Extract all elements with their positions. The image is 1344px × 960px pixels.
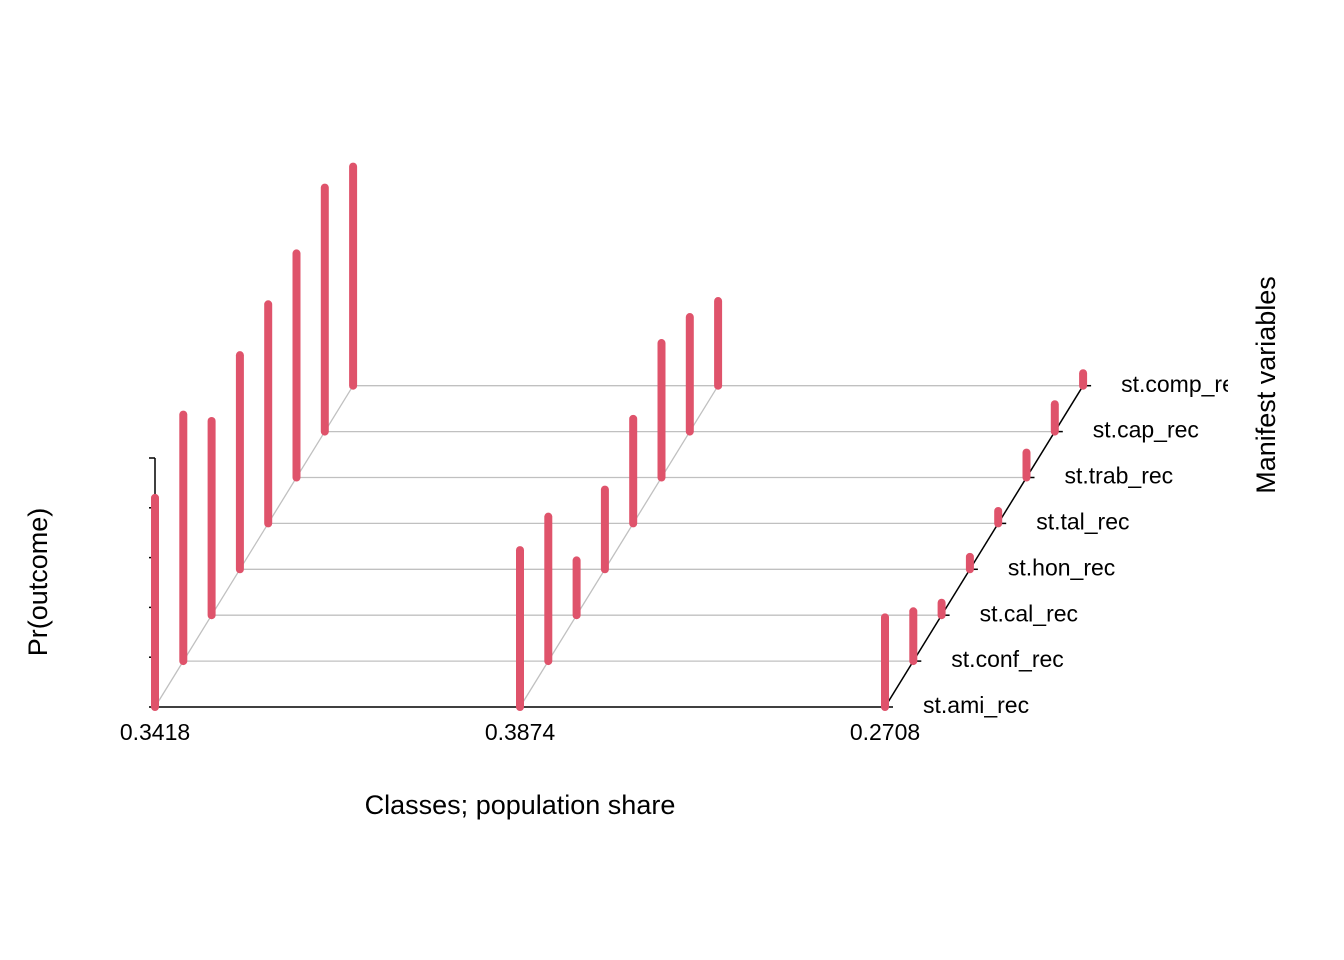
grid-line xyxy=(519,385,719,708)
y-tick-label: st.cal_rec xyxy=(980,600,1078,626)
y-tick-label: st.comp_rec xyxy=(1121,371,1246,397)
x-tick-label: 0.2708 xyxy=(850,719,920,745)
z-axis-title: Pr(outcome) xyxy=(23,508,53,657)
y-tick-label: st.trab_rec xyxy=(1065,463,1174,489)
y-axis-title: Manifest variables xyxy=(1251,276,1281,494)
y-tick-label: st.tal_rec xyxy=(1036,508,1129,534)
y-axis xyxy=(884,385,1084,708)
y-tick-label: st.hon_rec xyxy=(1008,554,1115,580)
x-tick-label: 0.3874 xyxy=(485,719,556,745)
grid-line xyxy=(154,385,354,708)
y-tick-label: st.cap_rec xyxy=(1093,417,1199,443)
y-tick-label: st.ami_rec xyxy=(923,692,1029,718)
x-tick-label: 0.3418 xyxy=(120,719,190,745)
y-tick-label: st.conf_rec xyxy=(951,646,1064,672)
x-axis-title: Classes; population share xyxy=(365,790,676,820)
